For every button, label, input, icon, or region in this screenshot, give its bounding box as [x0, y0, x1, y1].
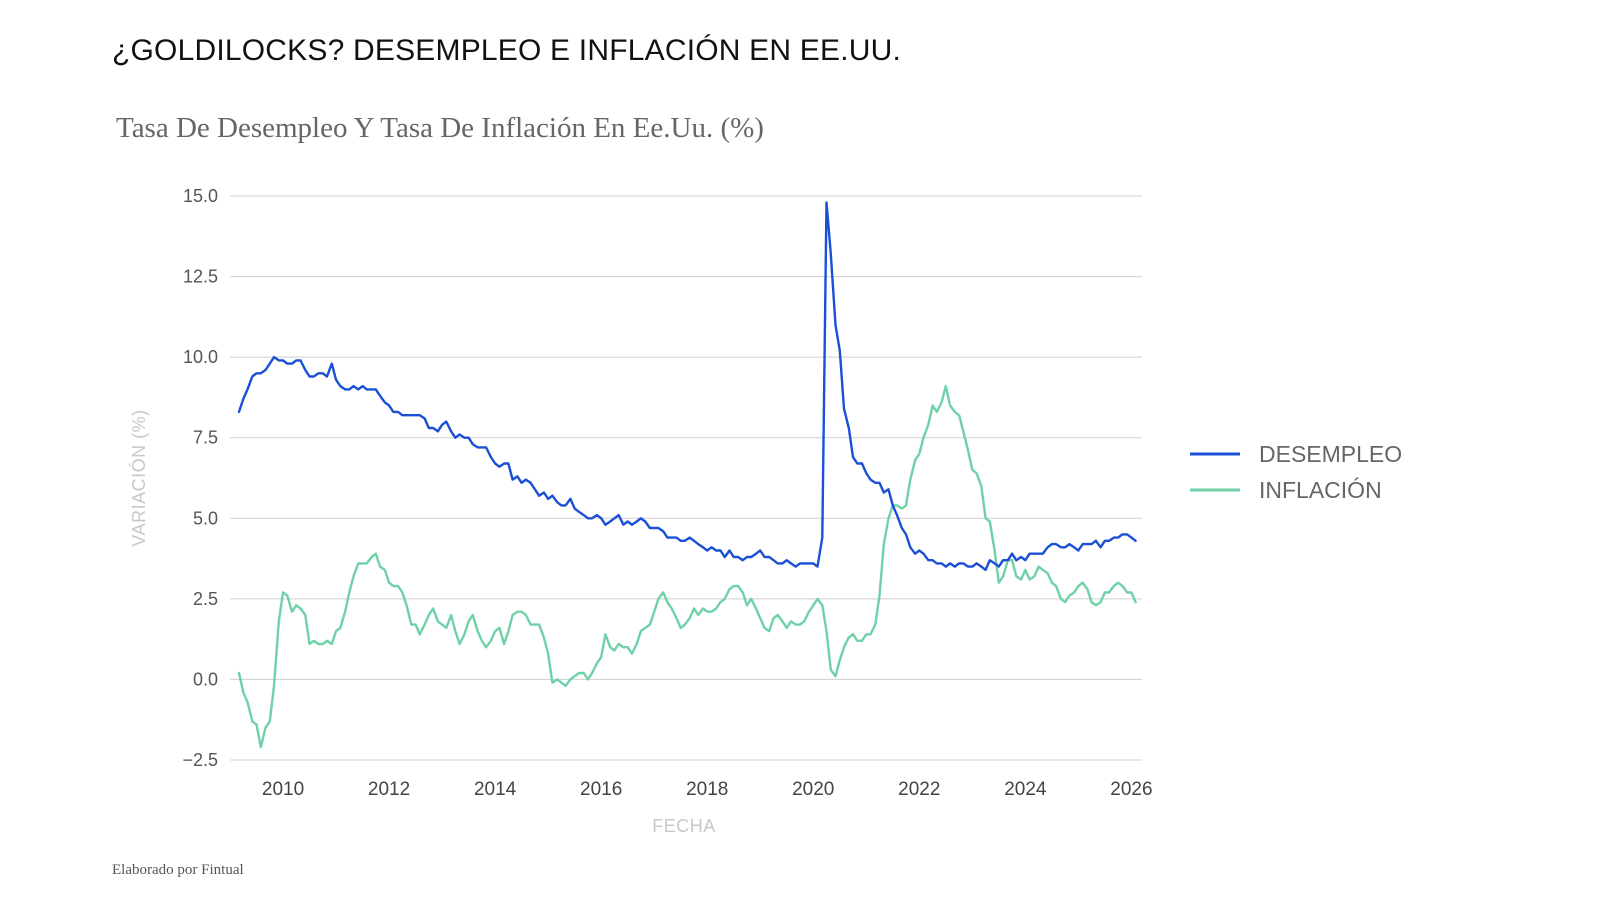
x-tick-label: 2014 [474, 779, 517, 800]
series-lines [237, 201, 1137, 749]
x-tick-label: 2020 [792, 779, 834, 800]
y-tick-label: 2.5 [193, 589, 218, 609]
chart-title: Tasa De Desempleo Y Tasa De Inflación En… [116, 112, 764, 144]
y-tick-label: 5.0 [193, 508, 218, 528]
legend-label: INFLACIÓN [1259, 477, 1382, 503]
y-tick-label: 0.0 [193, 669, 218, 689]
x-axis-ticks: 2010 2012 2014 2016 2018 2020 2022 2024 2026 [262, 779, 1153, 800]
x-tick-label: 2012 [368, 779, 410, 800]
series-line-desempleo [237, 201, 1137, 572]
y-tick-label: 10.0 [183, 347, 218, 367]
page-title: ¿GOLDILOCKS? DESEMPLEO E INFLACIÓN EN EE… [112, 34, 901, 67]
y-tick-label: 15.0 [183, 186, 218, 206]
legend-label: DESEMPLEO [1259, 441, 1402, 467]
y-tick-label: −2.5 [182, 750, 218, 770]
y-tick-label: 12.5 [183, 267, 218, 287]
footer-credit: Elaborado por Fintual [112, 862, 244, 878]
legend: DESEMPLEO INFLACIÓN [1190, 441, 1402, 503]
y-axis-ticks: −2.5 0.0 2.5 5.0 7.5 10.0 12.5 15.0 [182, 186, 218, 770]
x-tick-label: 2026 [1110, 779, 1152, 800]
y-axis-label: VARIACIÓN (%) [128, 409, 149, 546]
x-tick-label: 2018 [686, 779, 728, 800]
grid-lines [230, 195, 1142, 761]
series-line-inflacion [237, 384, 1137, 749]
x-tick-label: 2022 [898, 779, 940, 800]
x-axis-label: FECHA [652, 816, 716, 836]
x-tick-label: 2016 [580, 779, 622, 800]
y-tick-label: 7.5 [193, 428, 218, 448]
x-tick-label: 2010 [262, 779, 304, 800]
x-tick-label: 2024 [1004, 779, 1047, 800]
